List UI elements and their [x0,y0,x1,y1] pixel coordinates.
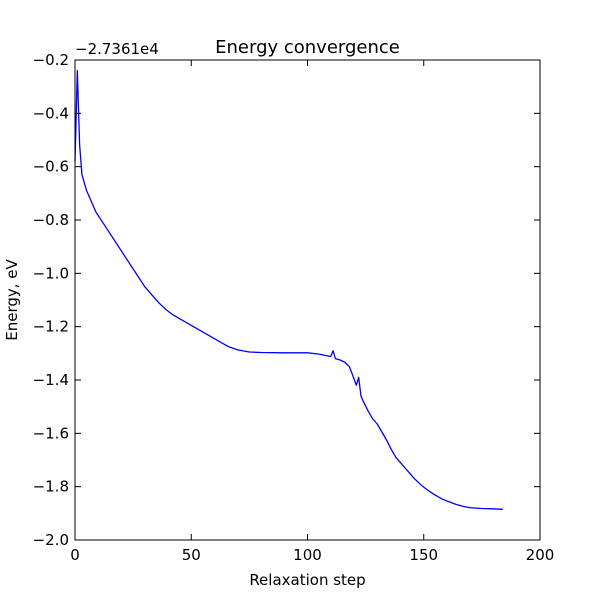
x-tick-label: 0 [70,546,80,564]
y-tick-label: −1.8 [33,478,69,496]
x-tick-label: 150 [409,546,438,564]
y-tick-label: −0.2 [33,51,69,69]
y-tick-label: −1.4 [33,371,69,389]
chart-title: Energy convergence [215,37,400,58]
plot-marks [74,70,503,510]
x-tick-label: 50 [182,546,201,564]
x-axis-ticks: 0 50 100 150 200 [70,60,554,564]
y-tick-label: −0.8 [33,211,69,229]
y-tick-label: −0.4 [33,104,69,122]
energy-series-line [74,70,503,510]
y-tick-label: −2.0 [33,531,69,549]
y-tick-label: −0.6 [33,158,69,176]
y-axis-label: Energy, eV [3,258,21,340]
y-tick-label: −1.0 [33,264,69,282]
x-axis-label: Relaxation step [249,571,365,589]
y-tick-label: −1.2 [33,318,69,336]
x-tick-label: 200 [526,546,555,564]
y-axis-ticks: −2.0 −1.8 −1.6 −1.4 −1.2 −1.0 −0.8 −0.6 −0.4 −0.2 [33,51,540,549]
y-tick-label: −1.6 [33,424,69,442]
y-offset-label: −2.7361e4 [75,40,159,58]
x-tick-label: 100 [293,546,322,564]
